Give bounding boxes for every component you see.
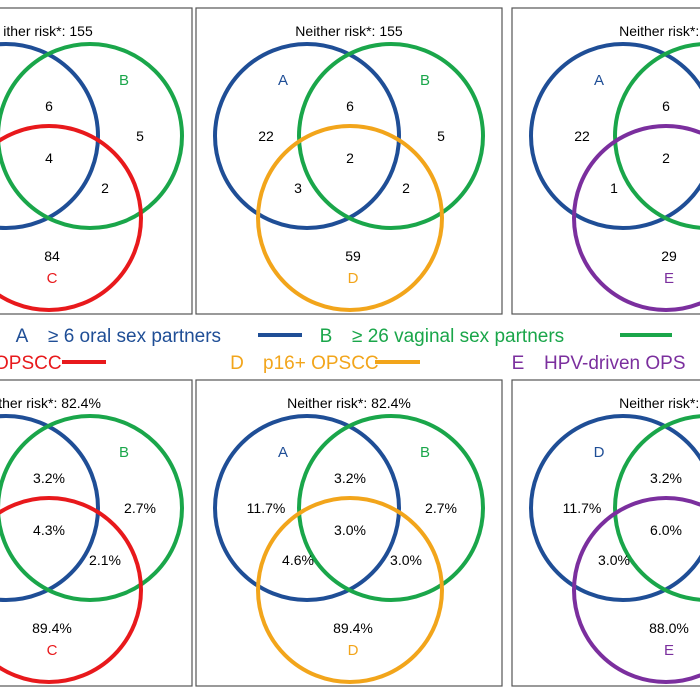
region-value-outside: 84 xyxy=(44,248,60,264)
venn-panel-bottom-left: ither risk*: 82.4% B C 3.2% 4.3% 2.7% 2.1% 89.4… xyxy=(0,379,193,687)
set-label-right: B xyxy=(119,72,129,89)
panel-frame xyxy=(0,379,193,687)
legend-letter-B: B xyxy=(320,326,333,347)
region-value-bc: 2 xyxy=(402,180,410,196)
panel-frame xyxy=(195,7,503,315)
set-label-left: A xyxy=(278,72,288,89)
venn-panel-bottom-right: Neither risk*: 8 D E 3.2% 6.0% 88.0% 11.7% 3.0% xyxy=(511,379,700,687)
legend-letter-D: D xyxy=(230,353,244,374)
circle-A xyxy=(0,414,100,602)
circle-B xyxy=(297,414,485,602)
region-value-bc: 2.1% xyxy=(89,552,121,568)
panel-title: Neither risk*: 82.4% xyxy=(287,395,411,411)
region-value-bc: 2 xyxy=(101,180,109,196)
panel-title: ither risk*: 155 xyxy=(3,23,93,39)
legend-letter-E: E xyxy=(512,353,525,374)
region-value-ac: 4.6% xyxy=(282,552,314,568)
circle-A xyxy=(529,42,700,230)
region-value-ab: 3.2% xyxy=(33,470,65,486)
circle-B xyxy=(0,414,184,602)
panel-title: Neither risk*: 8 xyxy=(619,395,700,411)
region-value-abc: 2 xyxy=(346,150,354,166)
circle-D xyxy=(256,496,444,684)
venn-panel-bottom-middle: Neither risk*: 82.4% A B D 3.2% 3.0% 2.7% 3.0% 8… xyxy=(195,379,503,687)
set-label-bottom: D xyxy=(348,642,359,659)
panel-frame xyxy=(195,379,503,687)
panel-frame xyxy=(0,7,193,315)
region-value-abc: 6.0% xyxy=(650,522,682,538)
region-value-abc: 4 xyxy=(45,150,53,166)
circle-E xyxy=(572,496,700,684)
region-value-a_only: 22 xyxy=(258,128,274,144)
region-value-ab: 6 xyxy=(662,98,670,114)
set-label-bottom: D xyxy=(348,270,359,287)
circle-E xyxy=(572,124,700,312)
circle-A xyxy=(529,414,700,602)
legend-text-B: ≥ 26 vaginal sex partners xyxy=(352,326,564,347)
region-value-bc: 3.0% xyxy=(390,552,422,568)
panel-frame xyxy=(511,379,700,687)
set-label-left: A xyxy=(278,444,288,461)
region-value-ab: 3.2% xyxy=(650,470,682,486)
legend: A ≥ 6 oral sex partners B ≥ 26 vaginal sex … xyxy=(0,326,686,374)
region-value-outside: 89.4% xyxy=(333,620,373,636)
region-value-a_only: 11.7% xyxy=(247,500,286,516)
circle-C xyxy=(0,124,143,312)
panel-frame xyxy=(511,7,700,315)
circle-A xyxy=(0,42,100,230)
region-value-ab: 3.2% xyxy=(334,470,366,486)
region-value-outside: 88.0% xyxy=(649,620,689,636)
circle-B xyxy=(613,414,700,602)
set-label-left: A xyxy=(594,72,604,89)
venn-panel-top-left: ither risk*: 155 B C 6 4 5 2 84 xyxy=(0,7,193,315)
panel-title: Neither risk*: 1 xyxy=(619,23,700,39)
set-label-right: B xyxy=(420,444,430,461)
region-value-b_only: 2.7% xyxy=(425,500,457,516)
region-value-b_only: 2.7% xyxy=(124,500,156,516)
region-value-outside: 29 xyxy=(661,248,677,264)
circle-B xyxy=(613,42,700,230)
legend-row-1: A ≥ 6 oral sex partners B ≥ 26 vaginal sex … xyxy=(16,326,672,347)
legend-letter-A: A xyxy=(16,326,29,347)
region-value-a_only: 11.7% xyxy=(563,500,602,516)
venn-panel-top-right: Neither risk*: 1 A E 6 2 29 22 1 xyxy=(511,7,700,315)
set-label-right: B xyxy=(119,444,129,461)
set-label-left: D xyxy=(594,444,605,461)
set-label-bottom: E xyxy=(664,642,674,659)
set-label-bottom: E xyxy=(664,270,674,287)
region-value-ab: 6 xyxy=(45,98,53,114)
region-value-abc: 3.0% xyxy=(334,522,366,538)
region-value-outside: 89.4% xyxy=(32,620,72,636)
panel-title: Neither risk*: 155 xyxy=(295,23,403,39)
panel-title: ither risk*: 82.4% xyxy=(0,395,101,411)
venn-panels: ither risk*: 155 B C 6 4 5 2 84 Neither risk*: 1… xyxy=(0,7,700,687)
legend-text-D: p16+ OPSCC xyxy=(263,353,379,374)
circle-C xyxy=(0,496,143,684)
region-value-a_only: 22 xyxy=(574,128,590,144)
circle-A xyxy=(213,42,401,230)
circle-A xyxy=(213,414,401,602)
region-value-ac: 1 xyxy=(610,180,618,196)
legend-text-C: OPSCC xyxy=(0,353,62,374)
region-value-abc: 2 xyxy=(662,150,670,166)
legend-text-E: HPV-driven OPS xyxy=(544,353,686,374)
region-value-outside: 59 xyxy=(345,248,361,264)
region-value-abc: 4.3% xyxy=(33,522,65,538)
region-value-b_only: 5 xyxy=(136,128,144,144)
region-value-ab: 6 xyxy=(346,98,354,114)
venn-panel-top-middle: Neither risk*: 155 A B D 6 2 5 2 59 22 3 xyxy=(195,7,503,315)
region-value-b_only: 5 xyxy=(437,128,445,144)
region-value-ac: 3 xyxy=(294,180,302,196)
region-value-ac: 3.0% xyxy=(598,552,630,568)
circle-D xyxy=(256,124,444,312)
circle-B xyxy=(0,42,184,230)
set-label-bottom: C xyxy=(47,642,58,659)
set-label-bottom: C xyxy=(47,270,58,287)
circle-B xyxy=(297,42,485,230)
legend-text-A: ≥ 6 oral sex partners xyxy=(48,326,221,347)
set-label-right: B xyxy=(420,72,430,89)
